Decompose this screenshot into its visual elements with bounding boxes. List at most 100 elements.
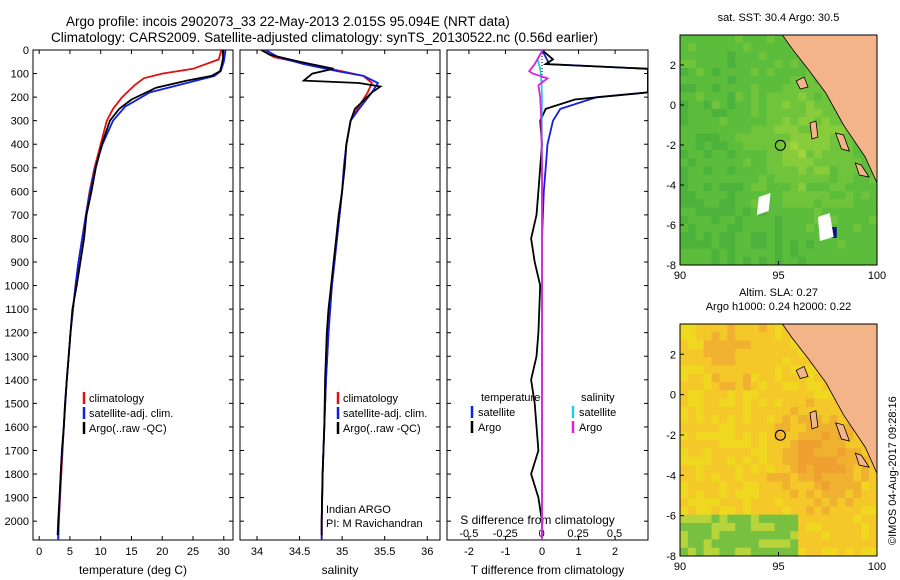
map-cell [703, 440, 713, 449]
y-tick-label: 0 [670, 390, 676, 402]
map-cell [806, 182, 815, 192]
map-cell [727, 473, 736, 482]
map-cell [695, 382, 705, 391]
map-cell [719, 464, 728, 474]
map-cell [703, 357, 713, 366]
map-cell [703, 117, 713, 126]
map-cell [798, 100, 807, 110]
map-cell [869, 207, 877, 217]
x-tick-label: 1 [576, 546, 582, 558]
map-cell [680, 84, 689, 94]
map-cell [814, 199, 823, 209]
map-cell [680, 158, 689, 167]
map-cell [861, 473, 870, 482]
map-cell [711, 348, 720, 358]
map-cell [735, 125, 744, 135]
map-cell [806, 215, 815, 225]
map-cell [758, 240, 768, 250]
map-cell [869, 223, 877, 233]
map-cell [790, 59, 799, 69]
map-cell [814, 522, 823, 532]
map-cell [703, 531, 713, 540]
map-cell [869, 182, 877, 192]
map-cell [687, 174, 697, 184]
map-cell [711, 92, 720, 102]
y-tick-label: 700 [11, 210, 29, 222]
map-cell [735, 390, 744, 400]
map-cell [719, 440, 728, 449]
annotation: Indian ARGO [326, 504, 391, 516]
map-cell [782, 76, 791, 85]
map-cell [727, 166, 736, 176]
y-tick-label: 1800 [5, 469, 29, 481]
map-cell [821, 406, 831, 416]
map-cell [774, 398, 784, 408]
map-cell [727, 51, 736, 61]
map-cell [680, 108, 689, 118]
map-cell [695, 100, 705, 110]
map-cell [703, 67, 713, 77]
map-cell [703, 365, 713, 375]
map-cell [719, 108, 728, 118]
map-cell [719, 481, 728, 491]
map-cell [695, 506, 705, 516]
map-cell [750, 406, 760, 416]
map-cell [798, 191, 807, 200]
map-cell [790, 67, 799, 77]
map-cell [798, 423, 807, 433]
map-cell [758, 92, 768, 102]
map-cell [711, 174, 720, 184]
map-cell [829, 498, 839, 507]
map-cell [798, 117, 807, 126]
map-cell [719, 547, 728, 556]
map-cell [711, 35, 720, 44]
legend-title: temperature [481, 392, 540, 404]
map-cell [750, 522, 760, 532]
map-cell [695, 76, 705, 85]
map-cell [806, 92, 815, 102]
map-cell [821, 440, 831, 449]
map-cell [806, 240, 815, 250]
map-cell [719, 415, 728, 424]
x-tick-label: 90 [674, 561, 686, 573]
map-cell [680, 406, 689, 416]
top-tick-label: -0.25 [493, 528, 518, 540]
map-cell [758, 67, 768, 77]
map-cell [829, 514, 839, 524]
map-cell [735, 357, 744, 366]
map-cell [695, 390, 705, 400]
map-cell [743, 473, 752, 482]
map-cell [758, 125, 768, 135]
map-cell [687, 547, 697, 556]
map-cell [814, 489, 823, 499]
map-cell [829, 191, 839, 200]
map-cell [687, 340, 697, 350]
map-cell [727, 481, 736, 491]
map-cell [680, 481, 689, 491]
map-cell [735, 92, 744, 102]
map-cell [719, 117, 728, 126]
map-cell [695, 357, 705, 366]
map-cell [758, 431, 768, 441]
map-cell [766, 498, 776, 507]
map-cell [766, 398, 776, 408]
x-tick-label: -2 [464, 546, 474, 558]
map-cell [861, 199, 870, 209]
y-tick-label: -4 [666, 180, 676, 192]
map-cell [695, 340, 705, 350]
map-cell [687, 440, 697, 449]
map-cell [735, 498, 744, 507]
map-cell [782, 431, 791, 441]
map-cell [680, 464, 689, 474]
series-argo [527, 50, 550, 540]
header-line2: Climatology: CARS2009. Satellite-adjuste… [51, 30, 599, 45]
map-cell [845, 174, 854, 184]
map-cell [703, 158, 713, 167]
map-cell [829, 199, 839, 209]
map-cell [861, 256, 870, 265]
map-cell [782, 223, 791, 233]
map-cell [743, 35, 752, 44]
missing-data [817, 213, 834, 241]
map-cell [861, 240, 870, 250]
map-cell [758, 464, 768, 474]
